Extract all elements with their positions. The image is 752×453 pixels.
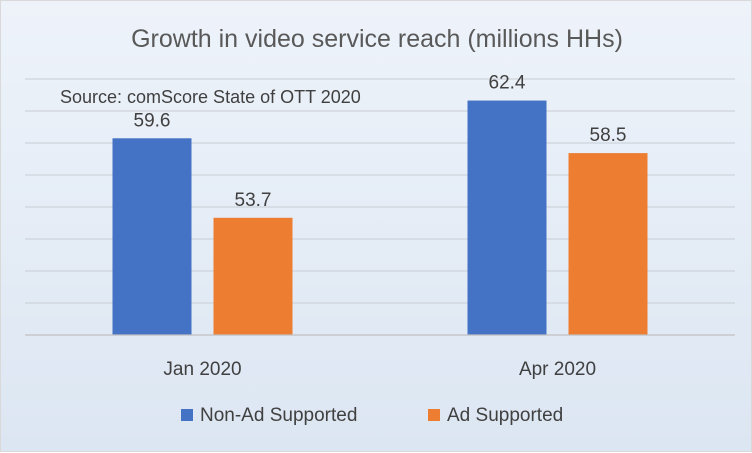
bars-group: 59.6 53.7 62.4 58.5 bbox=[112, 73, 648, 335]
bar-non-ad-supported-jan-2020 bbox=[112, 138, 192, 335]
bar-ad-supported-jan-2020 bbox=[213, 217, 293, 335]
legend-swatch bbox=[428, 409, 440, 421]
legend: Non-Ad Supported Ad Supported bbox=[181, 405, 563, 426]
category-label: Apr 2020 bbox=[519, 359, 596, 380]
category-label: Jan 2020 bbox=[163, 359, 241, 380]
data-label: 62.4 bbox=[489, 73, 526, 94]
data-label: 59.6 bbox=[134, 110, 171, 131]
data-label: 53.7 bbox=[235, 190, 272, 211]
data-label: 58.5 bbox=[590, 125, 627, 146]
chart-title: Growth in video service reach (millions … bbox=[131, 25, 623, 53]
bar-non-ad-supported-apr-2020 bbox=[467, 100, 547, 335]
bar-ad-supported-apr-2020 bbox=[568, 153, 648, 335]
source-annotation: Source: comScore State of OTT 2020 bbox=[60, 87, 361, 107]
legend-swatch bbox=[181, 409, 193, 421]
legend-label: Non-Ad Supported bbox=[200, 405, 357, 426]
legend-label: Ad Supported bbox=[447, 405, 563, 426]
category-labels: Jan 2020 Apr 2020 bbox=[163, 359, 596, 380]
